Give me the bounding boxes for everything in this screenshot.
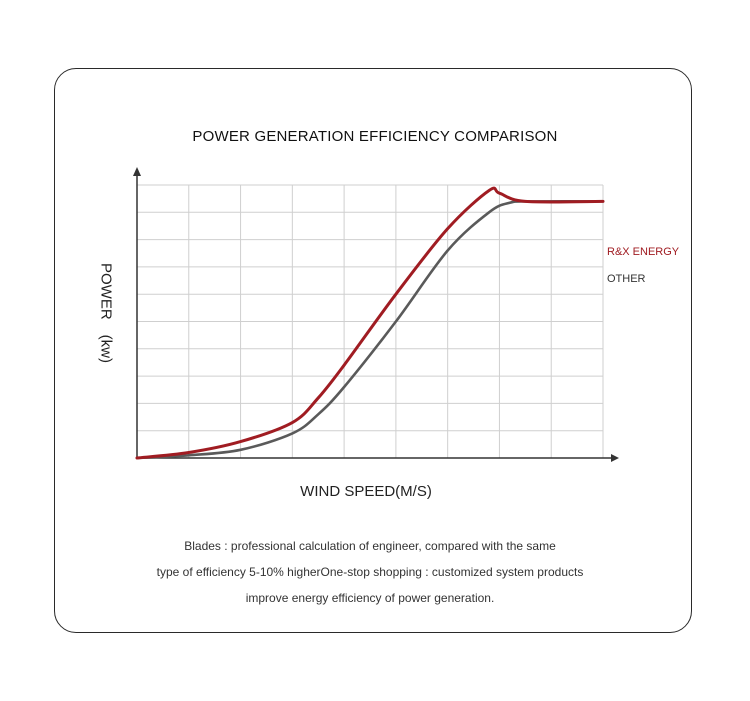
series-line-rx-energy: [135, 186, 605, 460]
caption-line-2: type of efficiency 5-10% higherOne-stop …: [156, 565, 584, 579]
y-axis-label: POWER (kw): [97, 263, 115, 363]
series-line-other: [135, 199, 605, 460]
legend-item-other: OTHER: [607, 273, 646, 285]
x-axis-arrow: [611, 454, 619, 462]
caption-line-3: improve energy efficiency of power gener…: [245, 591, 495, 605]
caption-line-1: Blades : professional calculation of eng…: [184, 539, 556, 553]
chart-title: POWER GENERATION EFFICIENCY COMPARISON: [192, 128, 558, 145]
legend-item-rx-energy: R&X ENERGY: [607, 246, 680, 258]
x-axis-label: WIND SPEED(M/S): [300, 483, 432, 500]
y-axis-arrow: [133, 167, 141, 176]
